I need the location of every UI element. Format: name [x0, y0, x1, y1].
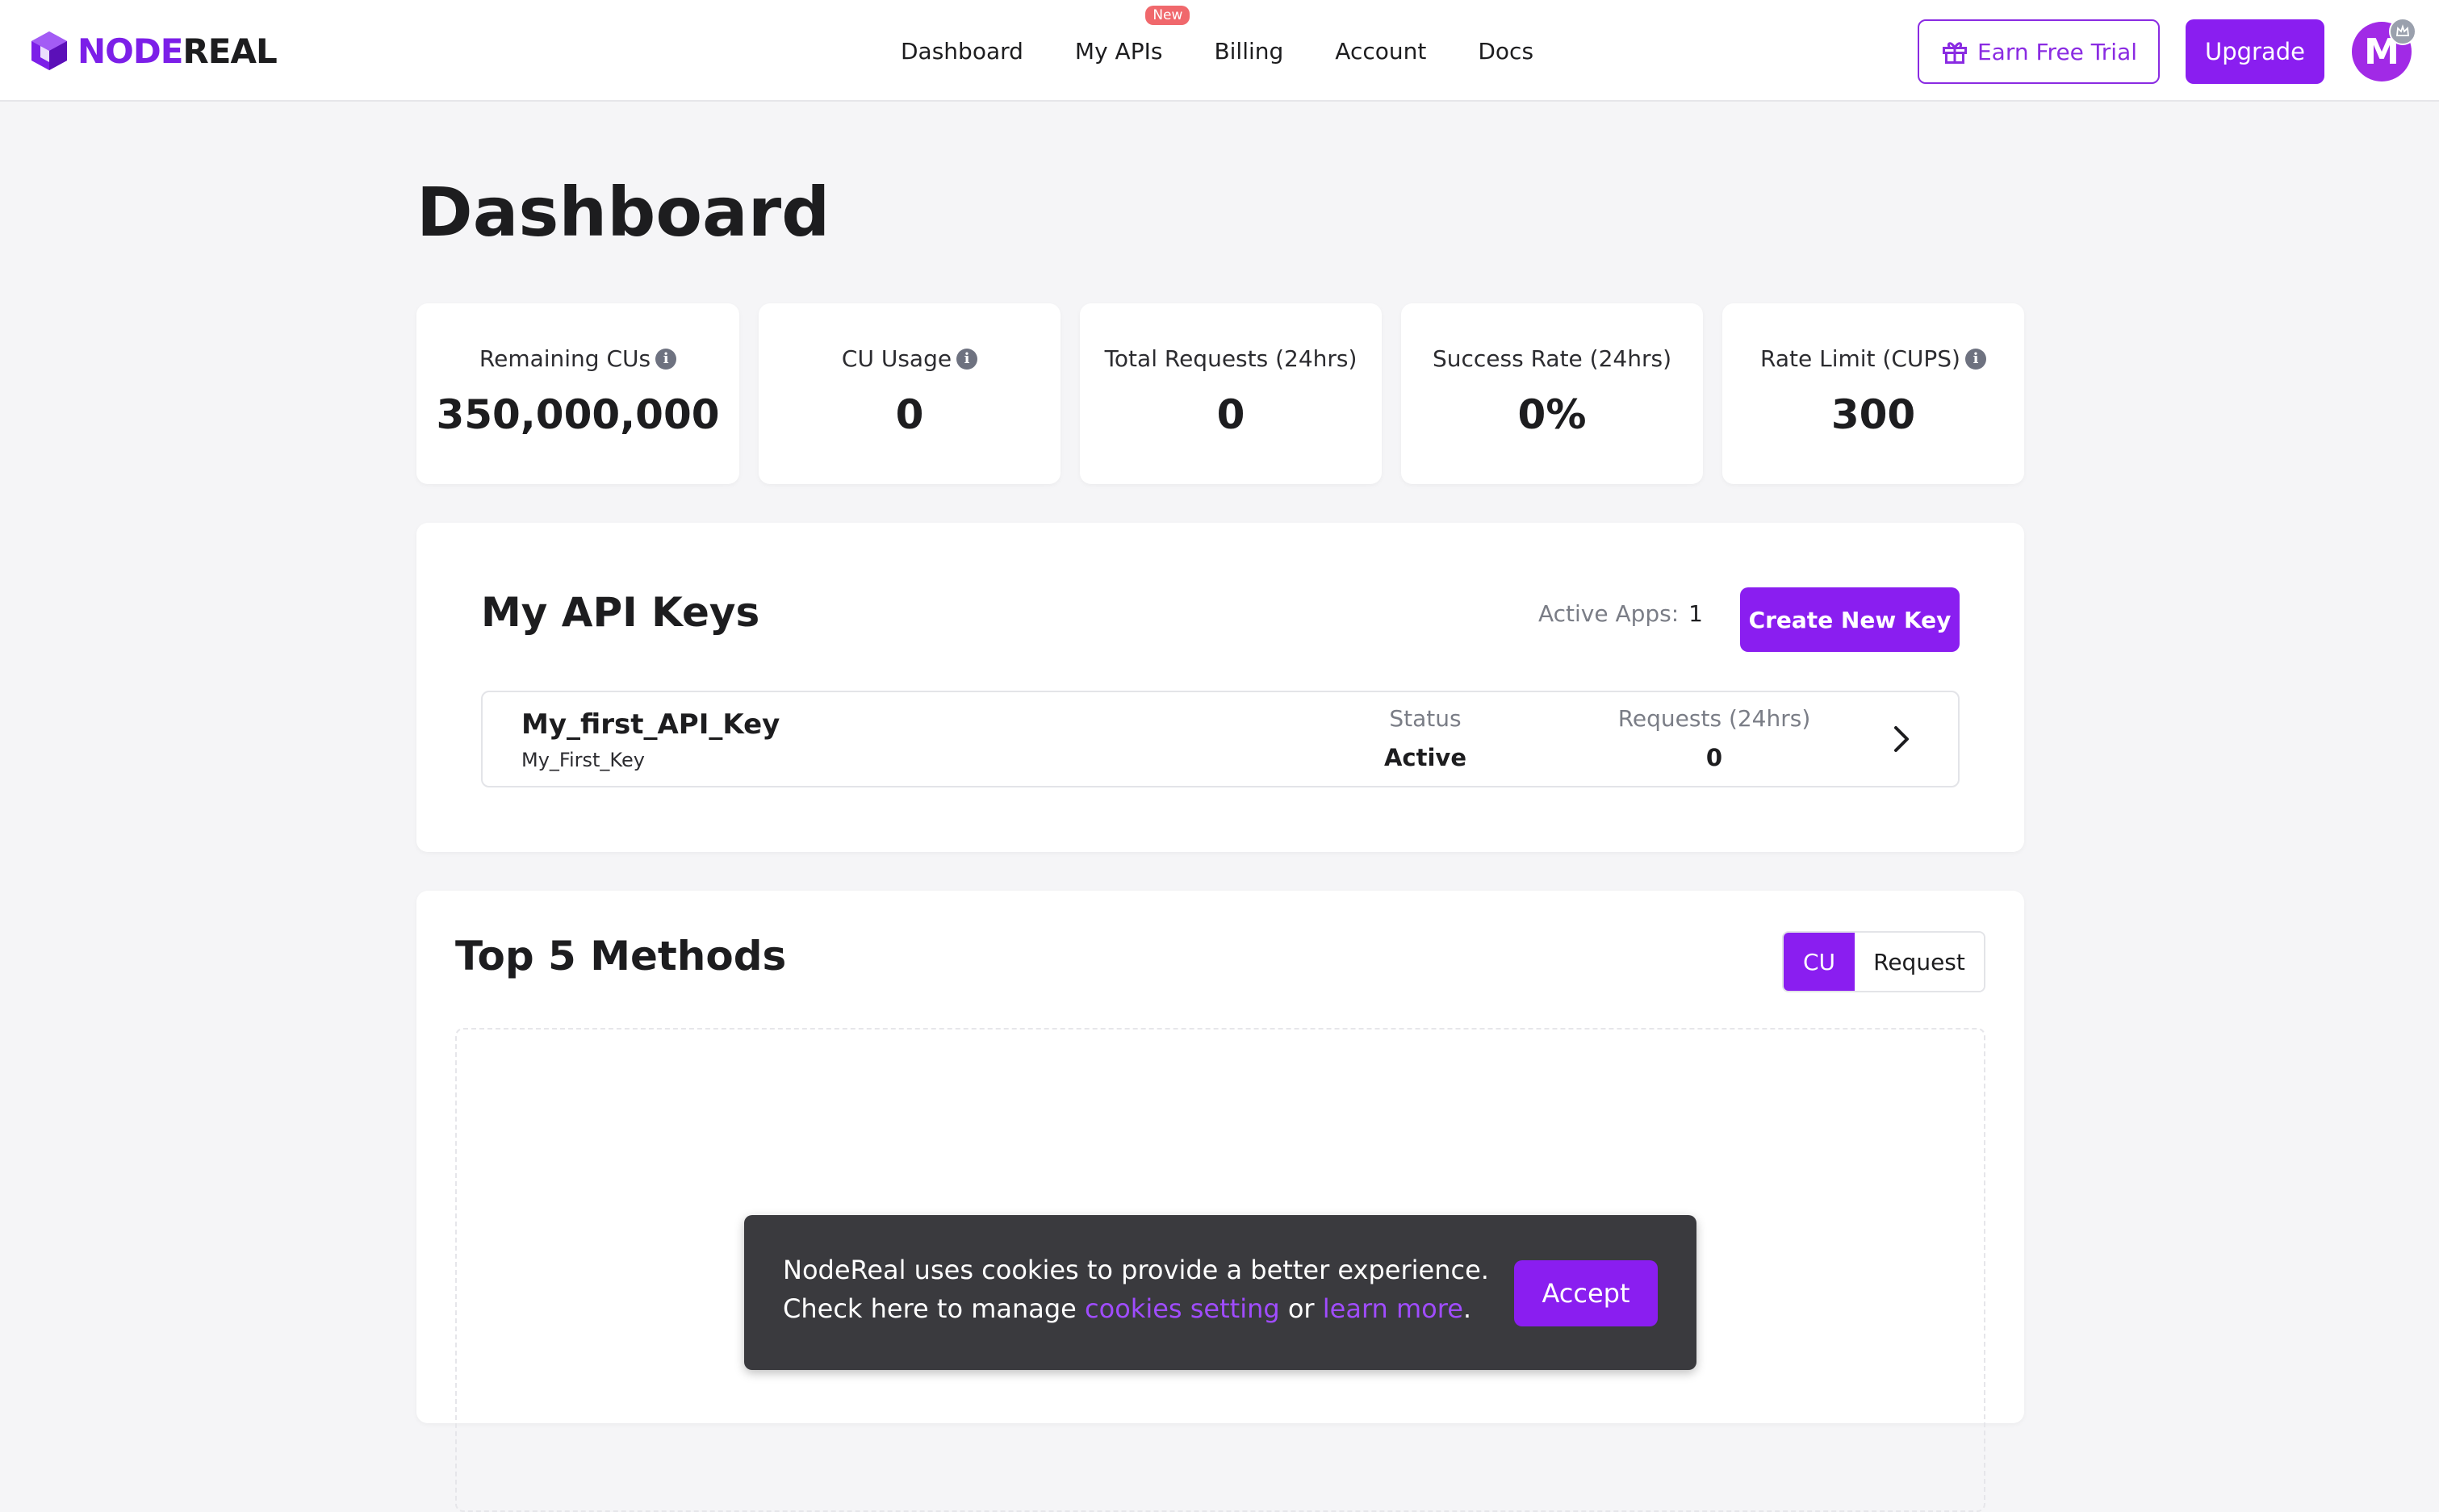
stat-value: 0 [895, 391, 924, 438]
cookies-setting-link[interactable]: cookies setting [1085, 1293, 1280, 1324]
nodereal-cube-icon [31, 31, 67, 70]
nav-my-apis-label: My APIs [1074, 37, 1163, 65]
earn-free-trial-label: Earn Free Trial [1977, 38, 2138, 65]
status-header: Status [1389, 705, 1462, 732]
stat-label: CU Usage [841, 345, 952, 372]
nav-docs[interactable]: Docs [1478, 37, 1534, 65]
info-icon[interactable]: i [655, 348, 677, 370]
earn-free-trial-button[interactable]: Earn Free Trial [1918, 19, 2160, 84]
stat-label: Rate Limit (CUPS) [1760, 345, 1960, 372]
cu-request-toggle: CU Request [1782, 931, 1985, 992]
cookie-suffix: . [1462, 1293, 1472, 1324]
requests-header: Requests (24hrs) [1617, 705, 1811, 732]
stat-label: Total Requests (24hrs) [1104, 345, 1358, 372]
stat-value: 0 [1216, 391, 1245, 438]
stat-card-remaining-cus: Remaining CUs i 350,000,000 [416, 303, 739, 484]
page-title: Dashboard [416, 173, 830, 252]
top-navigation-bar: NODEREAL Dashboard My APIs New Billing A… [0, 0, 2439, 102]
api-keys-title: My API Keys [481, 589, 760, 636]
toggle-request[interactable]: Request [1855, 933, 1984, 991]
stat-value: 350,000,000 [436, 391, 720, 438]
stat-card-success-rate: Success Rate (24hrs) 0% [1401, 303, 1703, 484]
stat-card-rate-limit: Rate Limit (CUPS) i 300 [1722, 303, 2024, 484]
info-icon[interactable]: i [956, 348, 978, 370]
status-value: Active [1383, 744, 1466, 771]
crown-icon [2389, 18, 2416, 45]
stat-card-cu-usage: CU Usage i 0 [759, 303, 1061, 484]
cookie-banner-text: NodeReal uses cookies to provide a bette… [783, 1251, 1509, 1328]
cookie-connector: or [1287, 1293, 1315, 1324]
api-key-name: My_first_API_Key [521, 708, 780, 741]
stat-label: Success Rate (24hrs) [1432, 345, 1672, 372]
requests-value: 0 [1705, 744, 1723, 771]
create-new-key-button[interactable]: Create New Key [1740, 587, 1960, 652]
gift-icon [1942, 42, 1967, 64]
active-apps-count: 1 [1688, 600, 1703, 627]
cookie-text-line1: NodeReal uses cookies to provide a bette… [783, 1255, 1489, 1285]
nav-dashboard[interactable]: Dashboard [901, 37, 1023, 65]
nodereal-logo[interactable]: NODEREAL [29, 29, 278, 73]
chevron-right-icon[interactable] [1887, 723, 1916, 755]
api-keys-panel: My API Keys Active Apps: 1 Create New Key… [416, 523, 2024, 852]
main-nav: Dashboard My APIs New Billing Account Do… [901, 0, 1533, 102]
toggle-cu[interactable]: CU [1784, 933, 1855, 991]
cookie-text-line2: Check here to manage [783, 1293, 1077, 1324]
stat-card-total-requests: Total Requests (24hrs) 0 [1080, 303, 1382, 484]
brand-name-part2: REAL [182, 31, 277, 71]
top-methods-title: Top 5 Methods [455, 933, 787, 979]
new-badge: New [1145, 5, 1190, 25]
api-key-row[interactable]: My_first_API_Key My_First_Key Status Act… [481, 691, 1960, 787]
api-key-subname: My_First_Key [521, 749, 645, 771]
brand-name-part1: NODE [77, 31, 183, 71]
info-icon[interactable]: i [1964, 348, 1986, 370]
nav-billing[interactable]: Billing [1214, 37, 1284, 65]
active-apps-label: Active Apps: [1537, 600, 1680, 627]
learn-more-link[interactable]: learn more [1322, 1293, 1463, 1324]
nav-my-apis[interactable]: My APIs New [1074, 5, 1190, 65]
cookie-banner: NodeReal uses cookies to provide a bette… [744, 1215, 1696, 1370]
accept-cookies-button[interactable]: Accept [1514, 1260, 1658, 1326]
active-apps: Active Apps: 1 [1538, 600, 1703, 627]
stat-value: 0% [1517, 391, 1587, 438]
nav-account[interactable]: Account [1335, 37, 1427, 65]
upgrade-button[interactable]: Upgrade [2186, 19, 2324, 84]
stat-label: Remaining CUs [479, 345, 651, 372]
stat-value: 300 [1830, 391, 1916, 438]
